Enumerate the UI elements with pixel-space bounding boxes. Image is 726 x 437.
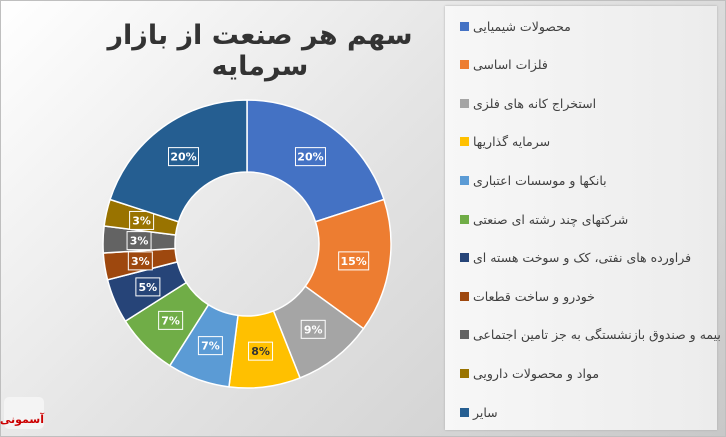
- data-label-text: 20%: [297, 151, 323, 164]
- legend: محصولات شیمیایی فلزات اساسی استخراج کانه ه…: [445, 6, 721, 430]
- data-label: 8%: [248, 341, 274, 361]
- data-label-text: 3%: [132, 214, 151, 227]
- legend-item: بانکها و موسسات اعتباری: [460, 172, 607, 188]
- legend-swatch: [460, 407, 469, 417]
- data-label: 3%: [126, 231, 152, 251]
- legend-item: مواد و محصولات دارویی: [460, 365, 599, 381]
- data-label: 9%: [300, 319, 326, 339]
- legend-label: خودرو و ساخت قطعات: [473, 288, 595, 304]
- data-label-text: 15%: [340, 255, 366, 268]
- data-label-text: 7%: [161, 314, 180, 327]
- legend-label: فلزات اساسی: [473, 57, 548, 73]
- data-label-text: 3%: [130, 235, 149, 248]
- data-label: 15%: [338, 251, 370, 271]
- donut-chart: 20% 15% 9% 8% 7% 7% 5% 3% 3% 3% 20%: [102, 99, 392, 389]
- data-label-box: [129, 210, 155, 230]
- chart-title: سهم هر صنعت از بازار سرمایه: [107, 20, 413, 82]
- legend-swatch: [460, 21, 469, 31]
- data-label: 3%: [129, 210, 155, 230]
- legend-label: فراورده های نفتی، کک و سوخت هسته ای: [473, 250, 692, 266]
- legend-swatch: [460, 330, 469, 340]
- data-label-box: [135, 277, 161, 297]
- legend-item: استخراج کانه های فلزی: [460, 95, 596, 111]
- legend-item: بیمه و صندوق بازنشستگی به جز تامین اجتما…: [460, 327, 721, 343]
- legend-swatch: [460, 291, 469, 301]
- data-label-text: 20%: [170, 151, 196, 164]
- legend-swatch: [460, 214, 469, 224]
- data-label-box: [126, 231, 152, 251]
- legend-swatch: [460, 60, 469, 70]
- legend-item: خودرو و ساخت قطعات: [460, 288, 595, 304]
- legend-item: سرمایه گذاریها: [460, 134, 550, 150]
- legend-item: فراورده های نفتی، کک و سوخت هسته ای: [460, 250, 691, 266]
- data-label: 3%: [127, 251, 153, 271]
- data-label-box: [127, 251, 153, 271]
- data-label-text: 7%: [201, 340, 220, 353]
- data-label-text: 8%: [251, 345, 270, 358]
- data-label: 7%: [197, 336, 223, 356]
- legend-swatch: [460, 175, 469, 185]
- data-label-box: [248, 341, 274, 361]
- legend-label: شرکتهای چند رشته ای صنعتی: [473, 211, 629, 227]
- data-label-text: 5%: [139, 281, 158, 294]
- data-label-box: [158, 310, 184, 330]
- data-label-box: [294, 147, 326, 167]
- legend-swatch: [460, 253, 469, 263]
- data-label-box: [338, 251, 370, 271]
- logo-text: آسمونی: [0, 413, 44, 426]
- data-label-box: [197, 336, 223, 356]
- legend-label: محصولات شیمیایی: [473, 18, 571, 34]
- data-label: 20%: [294, 147, 326, 167]
- legend-label: استخراج کانه های فلزی: [473, 95, 597, 111]
- legend-item: سایر: [460, 404, 498, 420]
- data-label-box: [300, 319, 326, 339]
- legend-label: سرمایه گذاریها: [473, 134, 551, 150]
- data-label-box: [168, 147, 200, 167]
- legend-swatch: [460, 137, 469, 147]
- data-label-text: 3%: [131, 255, 150, 268]
- legend-label: بانکها و موسسات اعتباری: [473, 172, 607, 188]
- data-label: 7%: [158, 310, 184, 330]
- data-label-text: 9%: [304, 323, 323, 336]
- legend-item: شرکتهای چند رشته ای صنعتی: [460, 211, 628, 227]
- legend-item: فلزات اساسی: [460, 57, 548, 73]
- legend-swatch: [460, 98, 469, 108]
- logo: آسمونی: [0, 397, 44, 429]
- data-label: 20%: [168, 147, 200, 167]
- legend-item: محصولات شیمیایی: [460, 18, 571, 34]
- legend-swatch: [460, 368, 469, 378]
- legend-label: بیمه و صندوق بازنشستگی به جز تامین اجتما…: [473, 327, 721, 343]
- legend-label: مواد و محصولات دارویی: [473, 365, 600, 381]
- data-label: 5%: [135, 277, 161, 297]
- legend-label: سایر: [473, 404, 498, 420]
